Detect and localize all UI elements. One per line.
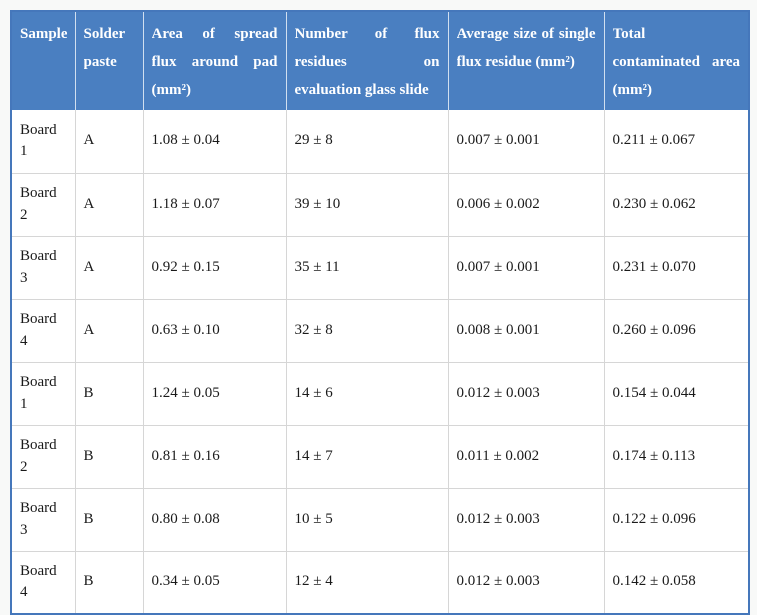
table-cell: 1.24 ± 0.05 bbox=[143, 362, 287, 426]
header-cell-3: Number of flux residues on evaluation glas… bbox=[286, 11, 449, 110]
table-row-3: Board 4 A 0.63 ± 0.10 32 ± 8 0.008 ± 0.001 0.… bbox=[11, 299, 749, 363]
table-cell: 0.211 ± 0.067 bbox=[604, 110, 749, 174]
table-cell: 0.92 ± 0.15 bbox=[143, 236, 287, 300]
table-cell: 10 ± 5 bbox=[286, 488, 449, 552]
table-cell: Board 2 bbox=[11, 173, 76, 237]
table-cell: A bbox=[75, 299, 144, 363]
table-cell: B bbox=[75, 362, 144, 426]
table-row-7: Board 4 B 0.34 ± 0.05 12 ± 4 0.012 ± 0.003 0.… bbox=[11, 551, 749, 614]
table-cell: Board 1 bbox=[11, 110, 76, 174]
table-cell: A bbox=[75, 110, 144, 174]
table-row-0: Board 1 A 1.08 ± 0.04 29 ± 8 0.007 ± 0.001 0.… bbox=[11, 110, 749, 174]
table-cell: B bbox=[75, 551, 144, 614]
table-cell: A bbox=[75, 236, 144, 300]
table-cell: 0.007 ± 0.001 bbox=[448, 110, 605, 174]
table-cell: 14 ± 6 bbox=[286, 362, 449, 426]
table-cell: 29 ± 8 bbox=[286, 110, 449, 174]
table-cell: 0.008 ± 0.001 bbox=[448, 299, 605, 363]
header-line: Number of flux bbox=[294, 26, 440, 42]
table-row-2: Board 3 A 0.92 ± 0.15 35 ± 11 0.007 ± 0.001 0… bbox=[11, 236, 749, 300]
table-cell: 0.012 ± 0.003 bbox=[448, 551, 605, 614]
header-line: Solder bbox=[83, 26, 126, 42]
table-cell: A bbox=[75, 173, 144, 237]
table-cell: B bbox=[75, 488, 144, 552]
table-cell: Board 4 bbox=[11, 551, 76, 614]
table-cell: 39 ± 10 bbox=[286, 173, 449, 237]
header-line: (mm²) bbox=[151, 82, 191, 98]
table-cell: 0.81 ± 0.16 bbox=[143, 425, 287, 489]
table-cell: 0.154 ± 0.044 bbox=[604, 362, 749, 426]
table-cell: 32 ± 8 bbox=[286, 299, 449, 363]
header-line: evaluation glass slide bbox=[294, 82, 429, 98]
table-cell: Board 2 bbox=[11, 425, 76, 489]
table-cell: 35 ± 11 bbox=[286, 236, 449, 300]
table-cell: Board 3 bbox=[11, 488, 76, 552]
table-row-1: Board 2 A 1.18 ± 0.07 39 ± 10 0.006 ± 0.002 0… bbox=[11, 173, 749, 237]
table-cell: 0.63 ± 0.10 bbox=[143, 299, 287, 363]
header-line: contaminated area bbox=[612, 54, 741, 70]
table-cell: Board 4 bbox=[11, 299, 76, 363]
table-cell: 0.231 ± 0.070 bbox=[604, 236, 749, 300]
table-cell: 0.230 ± 0.062 bbox=[604, 173, 749, 237]
header-line: Average size of single bbox=[456, 26, 596, 42]
header-line: (mm²) bbox=[612, 82, 652, 98]
header-row: Sample Solder paste Area of spread flux arou… bbox=[11, 11, 749, 110]
table-cell: 0.174 ± 0.113 bbox=[604, 425, 749, 489]
table-body: Board 1 A 1.08 ± 0.04 29 ± 8 0.007 ± 0.001 0.… bbox=[11, 110, 749, 614]
header-line: Total bbox=[612, 26, 646, 42]
table-cell: 0.122 ± 0.096 bbox=[604, 488, 749, 552]
header-line: flux around pad bbox=[151, 54, 278, 70]
table-cell: 1.18 ± 0.07 bbox=[143, 173, 287, 237]
header-line: Area of spread bbox=[151, 26, 278, 42]
table-cell: 12 ± 4 bbox=[286, 551, 449, 614]
table-cell: 0.006 ± 0.002 bbox=[448, 173, 605, 237]
table-cell: 0.011 ± 0.002 bbox=[448, 425, 605, 489]
header-line: flux residue (mm²) bbox=[456, 54, 575, 70]
table-cell: 0.34 ± 0.05 bbox=[143, 551, 287, 614]
header-cell-0: Sample bbox=[11, 11, 76, 110]
table-cell: Board 3 bbox=[11, 236, 76, 300]
header-cell-5: Total contaminated area (mm²) bbox=[604, 11, 749, 110]
table-row-4: Board 1 B 1.24 ± 0.05 14 ± 6 0.012 ± 0.003 0.… bbox=[11, 362, 749, 426]
header-line: residues on bbox=[294, 54, 440, 70]
table-cell: 0.012 ± 0.003 bbox=[448, 488, 605, 552]
header-cell-2: Area of spread flux around pad (mm²) bbox=[143, 11, 287, 110]
results-table: Sample Solder paste Area of spread flux arou… bbox=[10, 10, 750, 615]
table-cell: 0.142 ± 0.058 bbox=[604, 551, 749, 614]
header-line: Sample bbox=[20, 26, 67, 42]
header-line: paste bbox=[83, 54, 117, 70]
table-cell: B bbox=[75, 425, 144, 489]
table-cell: 0.012 ± 0.003 bbox=[448, 362, 605, 426]
table-cell: 0.260 ± 0.096 bbox=[604, 299, 749, 363]
header-cell-4: Average size of single flux residue (mm²) bbox=[448, 11, 605, 110]
table-cell: Board 1 bbox=[11, 362, 76, 426]
table-cell: 0.007 ± 0.001 bbox=[448, 236, 605, 300]
table-cell: 14 ± 7 bbox=[286, 425, 449, 489]
table-cell: 0.80 ± 0.08 bbox=[143, 488, 287, 552]
header-cell-1: Solder paste bbox=[75, 11, 144, 110]
table-row-6: Board 3 B 0.80 ± 0.08 10 ± 5 0.012 ± 0.003 0.… bbox=[11, 488, 749, 552]
table-cell: 1.08 ± 0.04 bbox=[143, 110, 287, 174]
table-row-5: Board 2 B 0.81 ± 0.16 14 ± 7 0.011 ± 0.002 0.… bbox=[11, 425, 749, 489]
